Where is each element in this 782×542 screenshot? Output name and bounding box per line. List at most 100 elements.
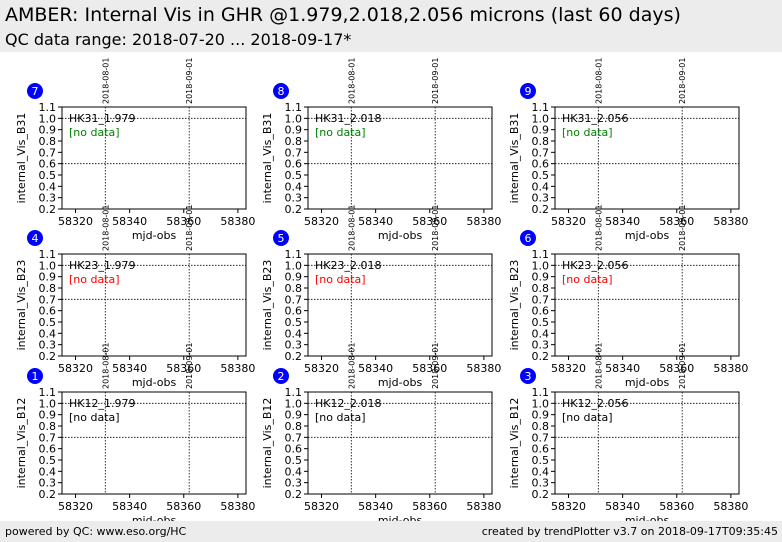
y-tick-label: 0.6 <box>39 443 57 456</box>
date-marker-label: 2018-08-01 <box>101 58 110 105</box>
panel-number: 2 <box>278 370 285 383</box>
x-tick-label: 58340 <box>605 362 640 375</box>
y-tick-label: 0.3 <box>532 339 550 352</box>
panel-number-badge <box>520 83 536 99</box>
y-tick-label: 0.6 <box>532 158 550 171</box>
date-marker-label: 2018-08-01 <box>594 58 603 105</box>
y-tick-label: 1.0 <box>532 259 550 272</box>
y-tick-label: 0.3 <box>39 477 57 490</box>
y-tick-label: 0.8 <box>285 135 303 148</box>
x-tick-label: 58340 <box>112 215 147 228</box>
x-tick-label: 58380 <box>466 500 501 513</box>
y-tick-label: 0.6 <box>39 305 57 318</box>
series-label: HK23_2.056 <box>562 259 628 272</box>
date-marker-label: 2018-09-01 <box>431 58 440 105</box>
plot-frame <box>554 253 740 357</box>
y-tick-label: 0.7 <box>532 293 550 306</box>
panel-number-badge <box>520 368 536 384</box>
y-tick-label: 0.2 <box>285 350 303 363</box>
x-tick-label: 58380 <box>220 362 255 375</box>
y-tick-label: 0.5 <box>39 169 57 182</box>
y-tick-label: 0.9 <box>39 271 57 284</box>
plot-frame <box>61 391 247 495</box>
x-tick-label: 58320 <box>58 215 93 228</box>
date-marker-label: 2018-09-01 <box>185 205 194 252</box>
x-tick-label: 58360 <box>659 362 694 375</box>
date-marker-label: 2018-08-01 <box>347 58 356 105</box>
y-axis-label: internal_Vis_B23 <box>261 260 274 351</box>
y-tick-label: 0.3 <box>285 477 303 490</box>
x-tick-label: 58360 <box>659 215 694 228</box>
y-tick-label: 0.6 <box>532 305 550 318</box>
x-tick-label: 58380 <box>713 500 748 513</box>
y-tick-label: 0.5 <box>285 454 303 467</box>
series-label: HK12_1.979 <box>69 397 135 410</box>
x-tick-label: 58320 <box>58 362 93 375</box>
y-tick-label: 0.8 <box>532 420 550 433</box>
y-tick-label: 0.7 <box>39 431 57 444</box>
x-tick-label: 58360 <box>412 362 447 375</box>
y-tick-label: 0.4 <box>285 180 303 193</box>
y-tick-label: 0.8 <box>39 282 57 295</box>
y-tick-label: 0.6 <box>285 158 303 171</box>
plot-frame <box>61 106 247 210</box>
y-tick-label: 0.9 <box>39 409 57 422</box>
x-tick-label: 58320 <box>551 500 586 513</box>
x-tick-label: 58340 <box>112 362 147 375</box>
x-tick-label: 58380 <box>220 215 255 228</box>
panel-number-badge <box>27 368 43 384</box>
panel-number: 9 <box>525 85 532 98</box>
y-tick-label: 0.7 <box>285 293 303 306</box>
y-tick-label: 0.8 <box>285 282 303 295</box>
x-tick-label: 58380 <box>466 215 501 228</box>
y-tick-label: 1.1 <box>532 386 550 399</box>
y-tick-label: 0.5 <box>39 316 57 329</box>
no-data-status: [no data] <box>315 126 366 139</box>
y-tick-label: 0.3 <box>285 339 303 352</box>
y-tick-label: 1.0 <box>39 259 57 272</box>
y-tick-label: 0.4 <box>39 180 57 193</box>
x-tick-label: 58360 <box>412 500 447 513</box>
y-tick-label: 0.6 <box>285 305 303 318</box>
y-tick-label: 0.8 <box>285 420 303 433</box>
y-axis-label: internal_Vis_B23 <box>15 260 28 351</box>
panel-number: 8 <box>278 85 285 98</box>
panel-number-badge <box>520 230 536 246</box>
x-tick-label: 58320 <box>551 215 586 228</box>
y-tick-label: 0.6 <box>39 158 57 171</box>
y-tick-label: 0.8 <box>39 420 57 433</box>
x-tick-label: 58340 <box>112 500 147 513</box>
no-data-status: [no data] <box>562 273 613 286</box>
x-tick-label: 58360 <box>412 215 447 228</box>
y-tick-label: 0.6 <box>285 443 303 456</box>
no-data-status: [no data] <box>69 126 120 139</box>
header-bar: AMBER: Internal Vis in GHR @1.979,2.018,… <box>0 0 782 52</box>
y-tick-label: 0.5 <box>532 454 550 467</box>
y-tick-label: 0.7 <box>285 431 303 444</box>
x-axis-label: mjd-obs <box>378 229 423 242</box>
y-tick-label: 1.0 <box>39 112 57 125</box>
panel-number: 1 <box>32 370 39 383</box>
y-tick-label: 0.5 <box>285 316 303 329</box>
date-marker-label: 2018-09-01 <box>431 343 440 390</box>
x-tick-label: 58380 <box>466 362 501 375</box>
y-tick-label: 0.6 <box>532 443 550 456</box>
date-marker-label: 2018-09-01 <box>431 205 440 252</box>
x-tick-label: 58340 <box>605 500 640 513</box>
y-tick-label: 0.5 <box>285 169 303 182</box>
x-axis-label: mjd-obs <box>625 376 670 389</box>
x-tick-label: 58320 <box>304 215 339 228</box>
y-tick-label: 0.4 <box>285 327 303 340</box>
footer-timestamp: created by trendPlotter v3.7 on 2018-09-… <box>481 525 778 538</box>
y-tick-label: 1.0 <box>285 397 303 410</box>
y-tick-label: 0.2 <box>39 203 57 216</box>
y-axis-label: internal_Vis_B31 <box>261 113 274 204</box>
y-tick-label: 0.5 <box>532 169 550 182</box>
y-tick-label: 0.4 <box>285 465 303 478</box>
y-tick-label: 0.9 <box>285 271 303 284</box>
y-tick-label: 0.2 <box>532 350 550 363</box>
y-tick-label: 1.1 <box>285 248 303 261</box>
y-axis-label: internal_Vis_B12 <box>15 398 28 489</box>
y-tick-label: 0.2 <box>285 203 303 216</box>
date-marker-label: 2018-08-01 <box>594 205 603 252</box>
